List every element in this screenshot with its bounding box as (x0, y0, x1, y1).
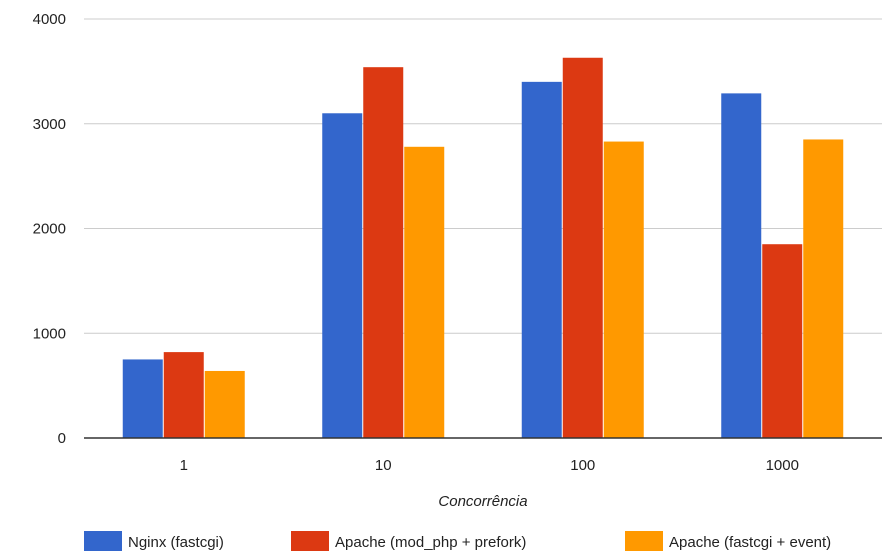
bar (803, 139, 844, 438)
bar (603, 141, 644, 438)
bar (122, 359, 163, 438)
bar (721, 93, 762, 438)
legend-label: Apache (fastcgi + event) (669, 534, 831, 551)
legend-swatch (84, 531, 122, 551)
legend-swatch (291, 531, 329, 551)
y-tick-label: 2000 (33, 221, 66, 238)
bar (204, 370, 245, 438)
bars (122, 57, 844, 439)
legend: Nginx (fastcgi) Apache (mod_php + prefork… (84, 531, 831, 551)
x-tick-label: 10 (375, 457, 392, 474)
bar (322, 113, 363, 439)
x-tick-label: 1000 (766, 457, 799, 474)
bar (404, 146, 445, 439)
bar (521, 81, 562, 438)
legend-label: Nginx (fastcgi) (128, 534, 224, 551)
bar (762, 244, 803, 438)
axes: 0 1000 2000 3000 4000 1 10 100 1000 (33, 11, 882, 474)
y-tick-label: 4000 (33, 11, 66, 28)
bar (562, 57, 603, 438)
bar (363, 67, 404, 438)
y-tick-label: 1000 (33, 325, 66, 342)
x-tick-label: 1 (180, 457, 188, 474)
y-tick-label: 0 (58, 430, 66, 447)
legend-swatch (625, 531, 663, 551)
legend-label: Apache (mod_php + prefork) (335, 534, 526, 551)
bar (163, 352, 204, 438)
x-tick-label: 100 (570, 457, 595, 474)
y-tick-label: 3000 (33, 116, 66, 133)
x-axis-title: Concorrência (438, 493, 527, 510)
